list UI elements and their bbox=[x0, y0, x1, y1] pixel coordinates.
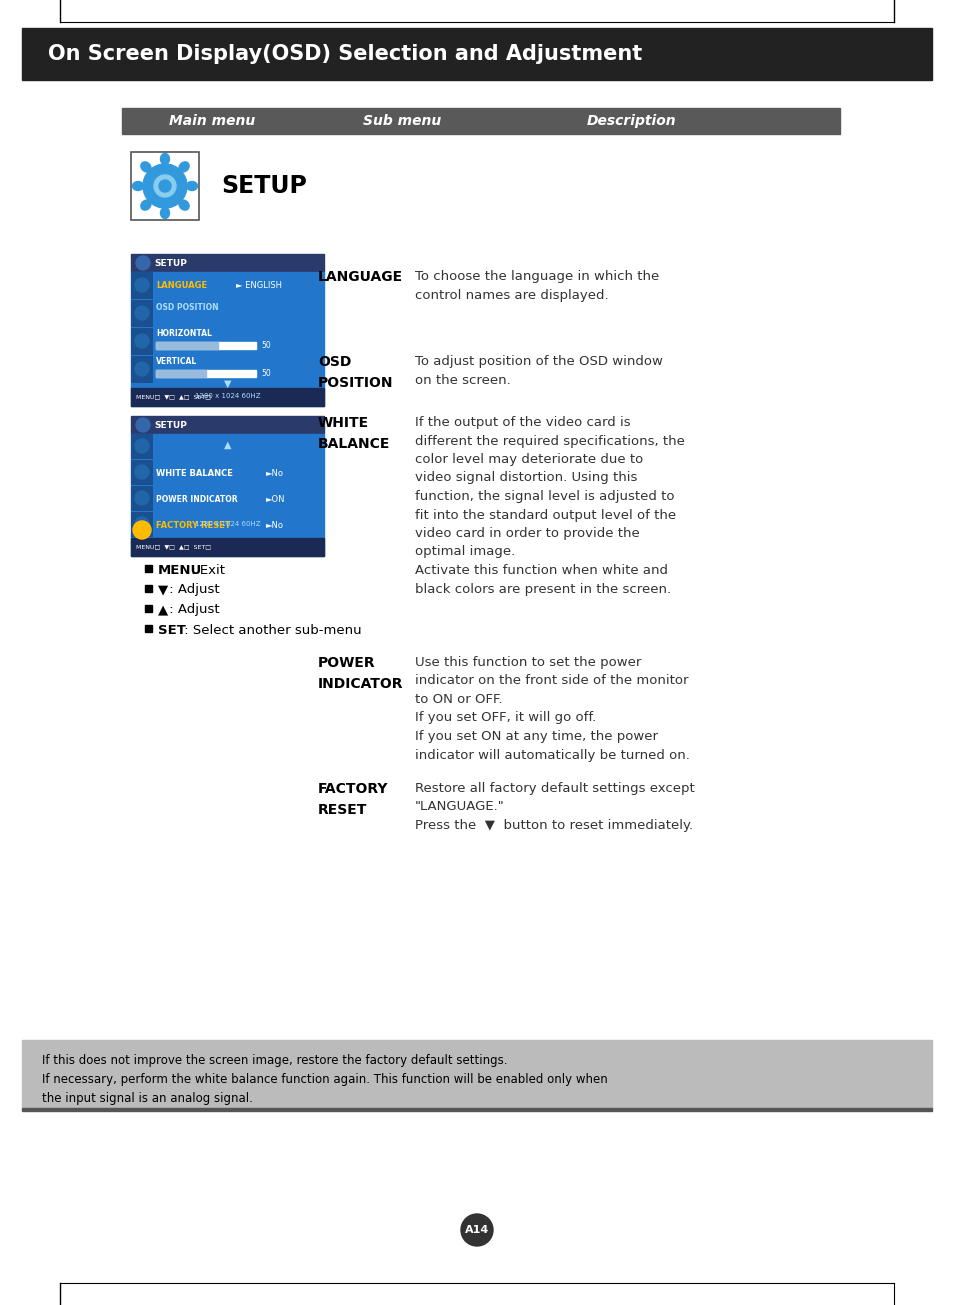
Text: MENU□  ▼□  ▲□  SET□: MENU□ ▼□ ▲□ SET□ bbox=[136, 394, 211, 399]
Circle shape bbox=[159, 180, 171, 192]
Circle shape bbox=[135, 361, 149, 376]
Bar bbox=[131, 271, 324, 406]
Text: To adjust position of the OSD window
on the screen.: To adjust position of the OSD window on … bbox=[415, 355, 662, 386]
Text: HORIZONTAL: HORIZONTAL bbox=[156, 329, 212, 338]
Text: POWER INDICATOR: POWER INDICATOR bbox=[156, 495, 237, 504]
Bar bbox=[156, 371, 206, 377]
Text: SETUP: SETUP bbox=[153, 420, 187, 429]
Bar bbox=[131, 538, 324, 556]
Bar bbox=[131, 435, 324, 556]
Circle shape bbox=[135, 517, 149, 531]
Bar bbox=[22, 1108, 931, 1111]
Text: On Screen Display(OSD) Selection and Adjustment: On Screen Display(OSD) Selection and Adj… bbox=[48, 44, 641, 64]
Text: SET: SET bbox=[158, 624, 186, 637]
Text: WHITE
BALANCE: WHITE BALANCE bbox=[317, 416, 390, 450]
Text: : Select another sub-menu: : Select another sub-menu bbox=[179, 624, 361, 637]
Bar bbox=[122, 108, 840, 134]
Text: VERTICAL: VERTICAL bbox=[156, 356, 197, 365]
Circle shape bbox=[143, 164, 187, 207]
Text: ► ENGLISH: ► ENGLISH bbox=[235, 281, 282, 290]
Bar bbox=[22, 27, 931, 80]
Circle shape bbox=[153, 175, 175, 197]
Ellipse shape bbox=[160, 207, 170, 218]
Text: Main menu: Main menu bbox=[169, 114, 254, 128]
Bar bbox=[156, 371, 255, 377]
Text: SETUP: SETUP bbox=[153, 258, 187, 268]
Bar bbox=[131, 356, 152, 382]
Circle shape bbox=[135, 465, 149, 479]
Circle shape bbox=[135, 438, 149, 453]
Circle shape bbox=[135, 305, 149, 320]
Text: ▲: ▲ bbox=[224, 440, 231, 450]
Bar bbox=[145, 565, 152, 572]
Circle shape bbox=[135, 334, 149, 348]
Circle shape bbox=[132, 521, 151, 539]
Bar bbox=[131, 300, 152, 328]
Bar bbox=[145, 606, 152, 612]
Text: 50: 50 bbox=[261, 341, 271, 350]
Circle shape bbox=[135, 491, 149, 505]
Text: ►ON: ►ON bbox=[266, 495, 285, 504]
Circle shape bbox=[136, 256, 150, 270]
Bar bbox=[145, 625, 152, 632]
Ellipse shape bbox=[179, 200, 189, 210]
Bar bbox=[145, 585, 152, 592]
Text: MENU: MENU bbox=[158, 564, 202, 577]
Text: Restore all factory default settings except
"LANGUAGE."
Press the  ▼  button to : Restore all factory default settings exc… bbox=[415, 782, 694, 833]
Text: OSD
POSITION: OSD POSITION bbox=[317, 355, 393, 390]
Bar bbox=[22, 1040, 931, 1108]
Text: : Exit: : Exit bbox=[187, 564, 225, 577]
Bar bbox=[131, 328, 152, 355]
Bar bbox=[131, 416, 324, 435]
Bar bbox=[131, 485, 152, 512]
Text: To choose the language in which the
control names are displayed.: To choose the language in which the cont… bbox=[415, 270, 659, 301]
Ellipse shape bbox=[179, 162, 189, 172]
Text: If the output of the video card is
different the required specifications, the
co: If the output of the video card is diffe… bbox=[415, 416, 684, 595]
Text: If this does not improve the screen image, restore the factory default settings.: If this does not improve the screen imag… bbox=[42, 1054, 607, 1105]
Text: OSD POSITION: OSD POSITION bbox=[156, 304, 218, 312]
Bar bbox=[131, 271, 152, 299]
Text: : Adjust: : Adjust bbox=[165, 603, 219, 616]
Bar bbox=[156, 342, 255, 348]
Bar bbox=[131, 459, 152, 485]
Text: LANGUAGE: LANGUAGE bbox=[156, 281, 207, 290]
Text: ►No: ►No bbox=[266, 521, 284, 530]
Bar bbox=[156, 342, 218, 348]
Text: FACTORY RESET: FACTORY RESET bbox=[156, 521, 231, 530]
Circle shape bbox=[135, 278, 149, 292]
Ellipse shape bbox=[160, 154, 170, 164]
Text: A14: A14 bbox=[464, 1225, 489, 1235]
Bar bbox=[131, 388, 324, 406]
Text: ▼: ▼ bbox=[224, 378, 231, 389]
Circle shape bbox=[460, 1214, 493, 1246]
Ellipse shape bbox=[141, 162, 151, 172]
Text: 1280 x 1024 60HZ: 1280 x 1024 60HZ bbox=[194, 521, 260, 527]
Ellipse shape bbox=[141, 200, 151, 210]
Text: ▼: ▼ bbox=[158, 583, 168, 596]
Circle shape bbox=[136, 418, 150, 432]
Text: ▲: ▲ bbox=[158, 603, 168, 616]
Text: Description: Description bbox=[587, 114, 676, 128]
Text: POWER
INDICATOR: POWER INDICATOR bbox=[317, 656, 403, 690]
Ellipse shape bbox=[186, 181, 197, 191]
Text: SETUP: SETUP bbox=[221, 174, 307, 198]
Text: 50: 50 bbox=[261, 368, 271, 377]
Bar bbox=[131, 151, 199, 221]
Text: ►No: ►No bbox=[266, 468, 284, 478]
Text: WHITE BALANCE: WHITE BALANCE bbox=[156, 468, 233, 478]
Text: MENU□  ▼□  ▲□  SET□: MENU□ ▼□ ▲□ SET□ bbox=[136, 544, 211, 549]
Bar bbox=[131, 435, 152, 459]
Ellipse shape bbox=[132, 181, 143, 191]
Text: LANGUAGE: LANGUAGE bbox=[317, 270, 403, 284]
Text: Sub menu: Sub menu bbox=[362, 114, 440, 128]
Text: 1280 x 1024 60HZ: 1280 x 1024 60HZ bbox=[194, 393, 260, 399]
Bar bbox=[131, 254, 324, 271]
Text: Use this function to set the power
indicator on the front side of the monitor
to: Use this function to set the power indic… bbox=[415, 656, 689, 762]
Bar bbox=[131, 512, 152, 536]
Text: FACTORY
RESET: FACTORY RESET bbox=[317, 782, 388, 817]
Text: : Adjust: : Adjust bbox=[165, 583, 219, 596]
